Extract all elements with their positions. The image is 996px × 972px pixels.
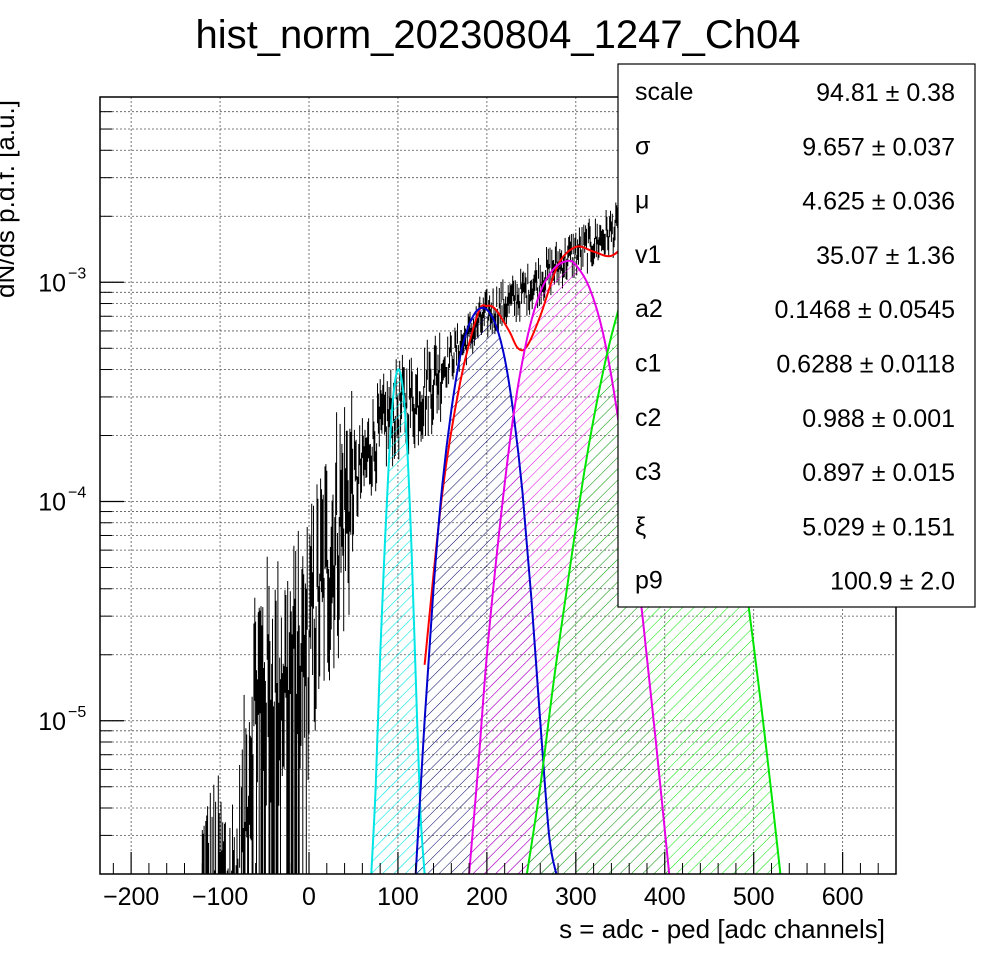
y-tick-exponent: −4 [68,485,86,502]
x-tick-label: −200 [103,883,159,911]
x-tick-label: 600 [822,883,864,911]
y-tick-base: 10 [38,708,66,736]
stat-value: 9.657 ± 0.037 [802,133,955,161]
y-tick-label: 10 [38,708,66,736]
stat-value: 0.988 ± 0.001 [802,405,955,433]
y-tick-base: 10 [38,269,66,297]
x-tick-label: 100 [377,883,419,911]
y-tick-exponent: −3 [68,265,86,282]
x-axis-title: s = adc - ped [adc channels] [559,914,885,944]
x-axis-ticks: −200 −100 0 100 200 300 400 500 600 [103,852,879,911]
stat-name: p9 [635,567,663,595]
stat-value: 0.6288 ± 0.0118 [776,351,955,379]
stat-value: 4.625 ± 0.036 [802,188,955,216]
stat-value: 35.07 ± 1.36 [816,242,955,270]
x-tick-label: −100 [192,883,248,911]
stats-box: scale 94.81 ± 0.38 σ 9.657 ± 0.037 μ 4.625 ± … [617,63,976,608]
stat-name: v1 [635,241,661,269]
stat-name: scale [635,78,693,106]
x-tick-label: 500 [733,883,775,911]
stat-value: 0.897 ± 0.015 [802,459,955,487]
y-tick-label: 10 [38,489,66,517]
stat-name: ξ [635,512,646,540]
stat-name: μ [635,187,649,215]
component-curve-2 [414,306,558,874]
x-tick-label: 300 [555,883,597,911]
chart-title: hist_norm_20230804_1247_Ch04 [196,13,801,57]
x-tick-label: 0 [302,883,316,911]
stat-name: σ [635,132,651,160]
y-axis-ticks: 10−510−410−3 [38,96,124,875]
stat-name: c3 [635,458,661,486]
stat-name: a2 [635,295,663,323]
y-tick-label: 10 [38,269,66,297]
y-tick-exponent: −5 [68,704,86,721]
x-tick-label: 200 [466,883,508,911]
stat-value: 5.029 ± 0.151 [802,513,955,541]
component-fill-1 [371,369,425,874]
y-tick-base: 10 [38,489,66,517]
component-curve-1 [370,368,426,874]
y-axis-title: dN/ds p.d.f. [a.u.] [0,100,20,298]
stat-name: c1 [635,350,661,378]
stat-value: 100.9 ± 2.0 [830,568,955,596]
stat-value: 94.81 ± 0.38 [816,79,955,107]
stat-name: c2 [635,404,661,432]
stat-value: 0.1468 ± 0.0545 [774,296,955,324]
x-tick-label: 400 [644,883,686,911]
